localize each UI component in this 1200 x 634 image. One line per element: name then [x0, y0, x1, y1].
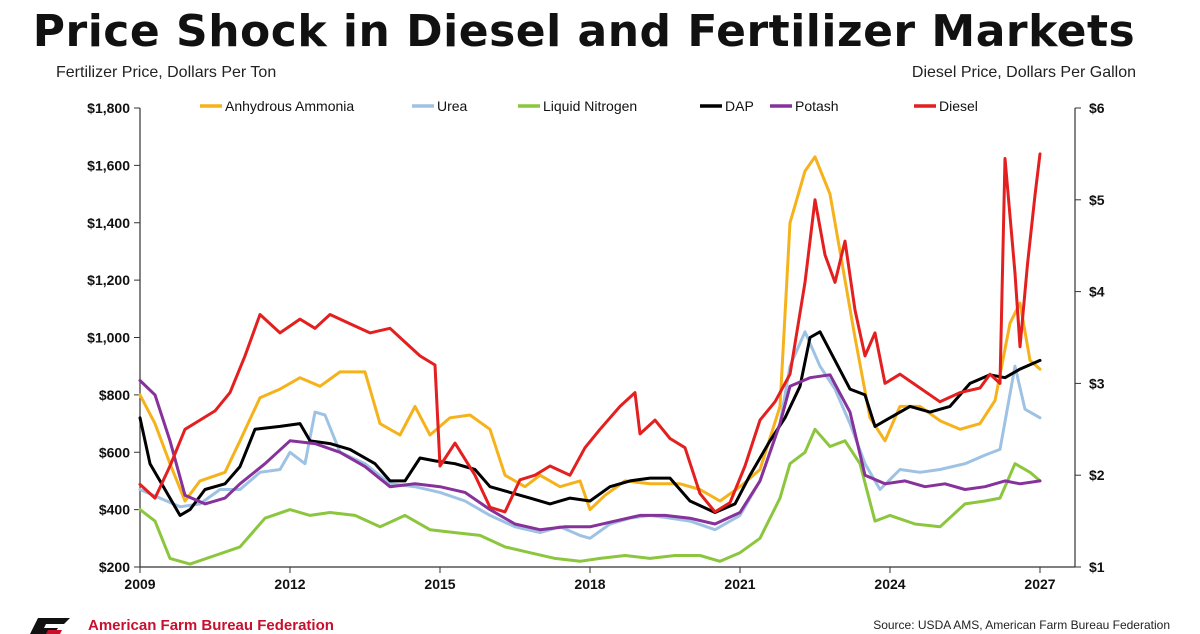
- right-tick-label: $6: [1089, 100, 1105, 116]
- right-tick-label: $2: [1089, 467, 1105, 483]
- left-axis-title: Fertilizer Price, Dollars Per Ton: [56, 64, 277, 81]
- x-tick-label: 2018: [574, 576, 605, 592]
- series-line-dap: [138, 330, 1042, 517]
- series-line-potash: [138, 373, 1042, 532]
- x-tick-label: 2027: [1024, 576, 1055, 592]
- legend-label: Anhydrous Ammonia: [225, 98, 354, 114]
- organization-name: American Farm Bureau Federation: [88, 617, 334, 634]
- left-tick-label: $1,000: [87, 330, 130, 346]
- legend-label: Liquid Nitrogen: [543, 98, 637, 114]
- x-tick-label: 2024: [874, 576, 905, 592]
- afbf-logo-icon: [30, 618, 70, 634]
- left-tick-label: $1,200: [87, 272, 130, 288]
- left-tick-label: $200: [99, 559, 130, 575]
- legend-label: DAP: [725, 98, 754, 114]
- left-tick-label: $600: [99, 444, 130, 460]
- left-tick-label: $800: [99, 387, 130, 403]
- right-tick-label: $5: [1089, 192, 1105, 208]
- series-line-urea: [138, 330, 1042, 540]
- x-tick-label: 2015: [424, 576, 455, 592]
- left-tick-label: $1,800: [87, 100, 130, 116]
- series-line-liquid-nitrogen: [138, 427, 1042, 566]
- x-tick-label: 2009: [124, 576, 155, 592]
- left-tick-label: $400: [99, 502, 130, 518]
- source-note: Source: USDA AMS, American Farm Bureau F…: [873, 618, 1170, 632]
- x-tick-label: 2012: [274, 576, 305, 592]
- right-tick-label: $1: [1089, 559, 1105, 575]
- series-line-diesel: [138, 152, 1042, 514]
- page-title: Price Shock in Diesel and Fertilizer Mar…: [32, 6, 1136, 57]
- left-tick-label: $1,400: [87, 215, 130, 231]
- right-tick-label: $3: [1089, 375, 1105, 391]
- legend-label: Urea: [437, 98, 468, 114]
- x-tick-label: 2021: [724, 576, 755, 592]
- series-line-anhydrous-ammonia: [138, 155, 1042, 512]
- right-axis-title: Diesel Price, Dollars Per Gallon: [911, 64, 1136, 81]
- legend-label: Potash: [795, 98, 839, 114]
- legend-label: Diesel: [939, 98, 978, 114]
- left-tick-label: $1,600: [87, 157, 130, 173]
- right-tick-label: $4: [1089, 284, 1105, 300]
